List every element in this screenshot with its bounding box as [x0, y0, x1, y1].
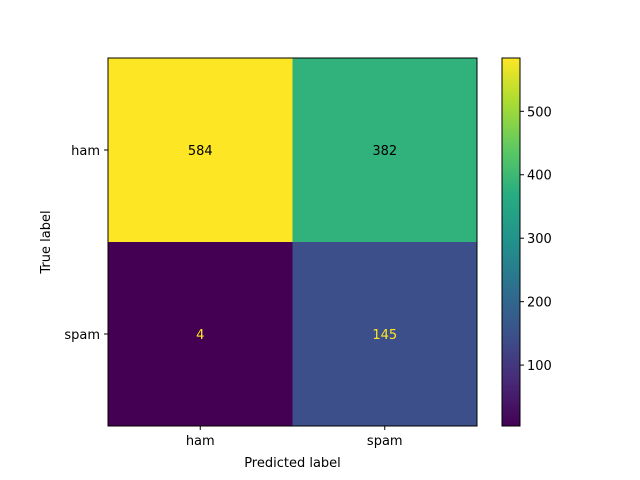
y-tick-label: ham: [71, 144, 100, 159]
colorbar-tick-label: 100: [527, 359, 552, 374]
colorbar-tick-label: 200: [527, 296, 552, 311]
x-tick-label: ham: [186, 434, 215, 449]
cell-value-label: 145: [372, 328, 397, 343]
heatmap-cell: [108, 58, 293, 242]
cell-value-label: 4: [196, 328, 204, 343]
y-axis-label: True label: [39, 210, 54, 274]
y-tick-label: spam: [64, 328, 100, 343]
colorbar: [502, 58, 520, 426]
colorbar-tick-label: 500: [527, 105, 552, 120]
heatmap-cell: [292, 242, 477, 426]
heatmap-cell: [292, 58, 477, 242]
x-tick-label: spam: [367, 434, 403, 449]
colorbar-tick-label: 400: [527, 169, 552, 184]
colorbar-frame: [501, 57, 521, 427]
x-axis-label: Predicted label: [244, 456, 341, 471]
cell-value-label: 584: [188, 144, 213, 159]
plot-frame: [107, 57, 478, 427]
heatmap-cell: [108, 242, 293, 426]
cell-value-label: 382: [372, 144, 397, 159]
colorbar-tick-label: 300: [527, 232, 552, 247]
